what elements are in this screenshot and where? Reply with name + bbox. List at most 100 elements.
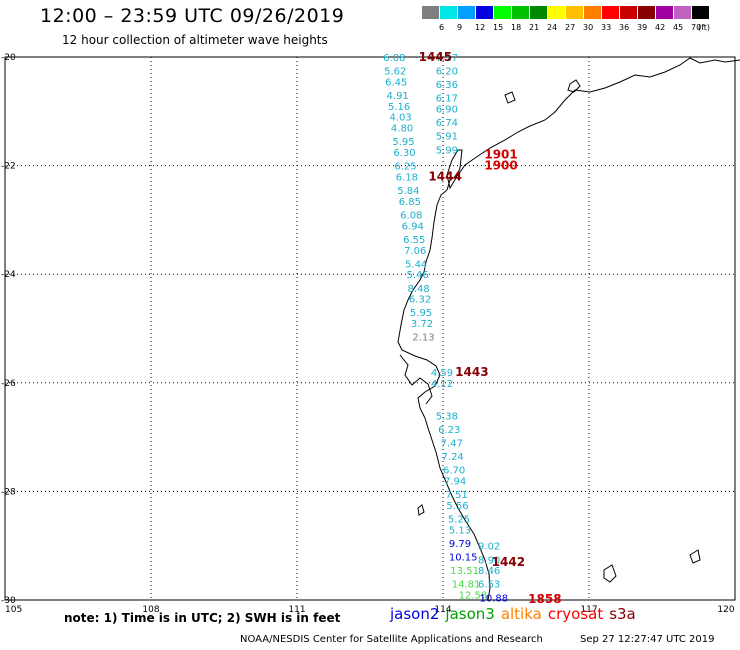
legend-swatch: [584, 6, 601, 19]
legend-label: 30: [583, 23, 594, 32]
wave-height-value: 5.44: [405, 259, 427, 270]
legend-label: 36: [619, 23, 630, 32]
legend-label: 45: [673, 23, 684, 32]
island-5: [689, 549, 701, 564]
wave-height-value: 6.74: [436, 118, 458, 129]
wave-height-value: 6.18: [396, 172, 418, 183]
wave-height-value: 6.25: [394, 162, 416, 173]
longitude-label: 120: [717, 605, 734, 615]
wave-height-value: 8.90: [478, 555, 500, 566]
legend-label: 27: [565, 23, 576, 32]
map-frame: [4, 56, 736, 601]
legend-swatch: [638, 6, 655, 19]
island-1: [504, 91, 516, 104]
map-title: 12:00 – 23:59 UTC 09/26/2019: [40, 5, 345, 27]
legend-swatch: [692, 6, 709, 19]
footnote: note: 1) Time is in UTC; 2) SWH is in fe…: [64, 611, 341, 625]
wave-height-value: 5.56: [446, 501, 468, 512]
island-3: [417, 504, 425, 516]
wave-height-value: 6.90: [436, 105, 458, 116]
latitude-label: -22: [1, 162, 16, 172]
latitude-label: -26: [1, 379, 16, 389]
pass-time-label: 1858: [528, 592, 561, 606]
wave-height-value: 7.06: [404, 246, 426, 257]
wave-height-value: 9.79: [449, 539, 471, 550]
wave-height-value: 13.51: [450, 566, 479, 577]
wave-height-value: 4.59: [431, 368, 453, 379]
wave-height-value: 6.53: [478, 580, 500, 591]
legend-label: 42: [655, 23, 666, 32]
wave-height-value: 7.17: [436, 53, 458, 64]
wave-height-value: 5.99: [436, 145, 458, 156]
legend-swatch: [422, 6, 439, 19]
wave-height-value: 6.85: [399, 197, 421, 208]
wave-height-value: 6.08: [400, 210, 422, 221]
wave-height-value: 6.23: [438, 425, 460, 436]
legend-label: 70: [691, 23, 702, 32]
wave-height-value: 4.91: [387, 91, 409, 102]
wave-height-value: 6.94: [402, 221, 424, 232]
wave-height-value: 4.80: [391, 124, 413, 135]
wave-height-value: 7.24: [442, 452, 464, 463]
legend-swatch: [458, 6, 475, 19]
island-4: [603, 564, 617, 583]
wave-height-value: 8.46: [478, 566, 500, 577]
wave-height-value: 7.94: [444, 477, 466, 488]
latitude-label: -20: [1, 53, 16, 63]
wave-height-value: 5.46: [407, 270, 429, 281]
satellite-jason2: jason2: [390, 605, 440, 623]
wave-height-value: 7.47: [441, 439, 463, 450]
longitude-label: 117: [580, 605, 597, 615]
legend-swatch: [548, 6, 565, 19]
mainland-coast: [397, 57, 740, 601]
credit-line: NOAA/NESDIS Center for Satellite Applica…: [240, 634, 543, 645]
latitude-label: -28: [1, 487, 16, 497]
legend-label: 21: [529, 23, 540, 32]
longitude-label: 111: [288, 605, 305, 615]
wave-height-value: 10.88: [480, 593, 509, 604]
latitude-label: -30: [1, 596, 16, 606]
pass-time-label: 1901: [484, 148, 517, 162]
wave-height-value: 7.51: [445, 490, 467, 501]
legend-swatch: [602, 6, 619, 19]
wave-height-value: 5.13: [449, 525, 471, 536]
legend-label: 6: [439, 23, 445, 32]
legend-label: 9: [457, 23, 463, 32]
pass-time-label: 1443: [455, 365, 488, 379]
longitude-label: 114: [434, 605, 451, 615]
legend-swatch: [674, 6, 691, 19]
wave-height-value: 4.12: [431, 379, 453, 390]
satellite-jason3: jason3: [445, 605, 495, 623]
wave-height-value: 6.32: [409, 295, 431, 306]
wave-height-value: 5.84: [397, 186, 419, 197]
legend-label: 15: [493, 23, 504, 32]
wave-height-value: 5.38: [436, 411, 458, 422]
satellite-key: jason2 jason3 altika cryosat s3a: [390, 605, 642, 623]
wave-height-value: 5.16: [388, 102, 410, 113]
wave-height-value: 14.81: [452, 580, 481, 591]
latitude-label: -24: [1, 270, 16, 280]
legend-swatch: [656, 6, 673, 19]
generated-timestamp: Sep 27 12:27:47 UTC 2019: [580, 634, 715, 645]
wave-height-values: 6.085.626.454.915.164.034.805.956.306.25…: [383, 53, 508, 604]
legend-swatch: [566, 6, 583, 19]
wave-height-value: 6.36: [436, 80, 458, 91]
pass-time-label: 1445: [419, 50, 452, 64]
wave-height-value: 6.20: [436, 67, 458, 78]
legend-label: 33: [601, 23, 612, 32]
legend-label: 12: [475, 23, 486, 32]
satellite-s3a: s3a: [609, 605, 636, 623]
wave-height-value: 6.55: [403, 235, 425, 246]
pass-time-label: 1442: [492, 555, 525, 569]
satellite-cryosat: cryosat: [547, 605, 604, 623]
pass-time-label: 1900: [484, 159, 517, 173]
legend-label: 39: [637, 23, 648, 32]
map-grid: [4, 56, 736, 601]
legend-swatch: [494, 6, 511, 19]
map-subtitle: 12 hour collection of altimeter wave hei…: [62, 33, 328, 47]
wave-height-value: 6.45: [385, 77, 407, 88]
coastline: [397, 57, 740, 601]
legend-label: 24: [547, 23, 558, 32]
